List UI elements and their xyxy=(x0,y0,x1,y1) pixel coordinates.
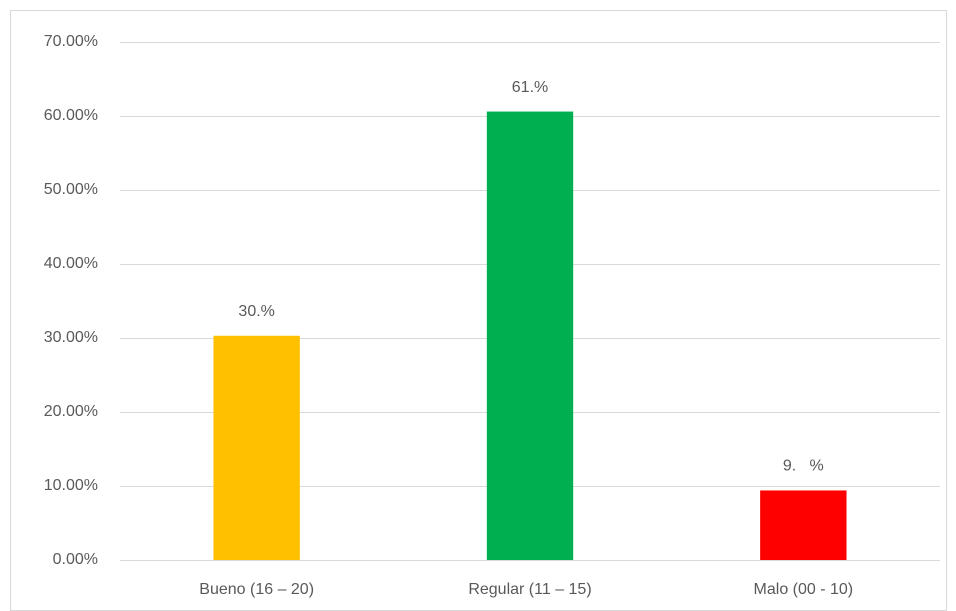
y-tick-label: 30.00% xyxy=(44,329,98,346)
data-label: 30.% xyxy=(238,303,274,320)
y-tick-label: 10.00% xyxy=(44,477,98,494)
y-tick-label: 20.00% xyxy=(44,403,98,420)
y-tick-label: 60.00% xyxy=(44,107,98,124)
y-tick-label: 0.00% xyxy=(53,551,98,568)
bar xyxy=(760,490,847,560)
bar xyxy=(213,335,300,560)
bar xyxy=(486,111,574,560)
y-tick-label: 40.00% xyxy=(44,255,98,272)
x-tick-label: Bueno (16 – 20) xyxy=(199,581,314,598)
y-tick-label: 50.00% xyxy=(44,181,98,198)
data-label: 61.% xyxy=(512,79,548,96)
y-tick-label: 70.00% xyxy=(44,33,98,50)
x-tick-label: Regular (11 – 15) xyxy=(468,581,591,598)
x-tick-label: Malo (00 - 10) xyxy=(754,581,854,598)
data-label: 9. % xyxy=(783,458,824,475)
